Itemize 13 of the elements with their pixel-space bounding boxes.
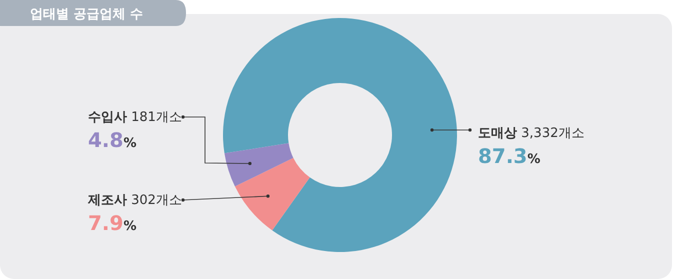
text: 7.9% [88,211,136,235]
donut-slice [234,158,310,230]
slice-label: 제조사 [87,193,127,208]
text: 4.8% [88,128,136,152]
data-label: 181개소 [127,110,182,125]
slice-label: 도매상 [478,126,517,141]
data-label: 3,332개소 [517,126,584,141]
donut-slice [223,18,457,252]
chart-title: 업태별 공급업체 수 [30,7,144,22]
donut-slice [224,143,294,186]
text: 87.3% [478,144,540,168]
data-label: 302개소 [127,193,182,208]
slice-label: 수입사 [88,110,127,125]
